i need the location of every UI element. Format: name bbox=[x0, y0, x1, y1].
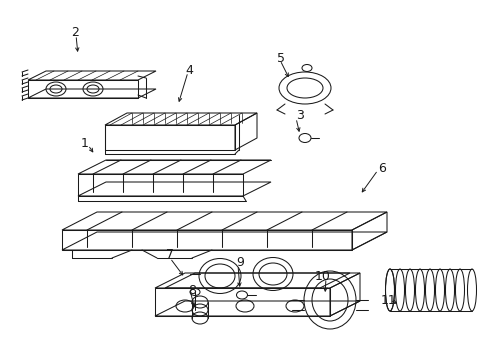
Text: 4: 4 bbox=[184, 63, 193, 77]
Text: 9: 9 bbox=[236, 256, 244, 269]
Text: 7: 7 bbox=[165, 248, 174, 261]
Text: 11: 11 bbox=[380, 293, 396, 306]
Text: 2: 2 bbox=[71, 26, 79, 39]
Text: 10: 10 bbox=[314, 270, 330, 283]
Text: 8: 8 bbox=[187, 284, 196, 297]
Text: 1: 1 bbox=[81, 136, 89, 149]
Text: 6: 6 bbox=[377, 162, 385, 175]
Text: 3: 3 bbox=[295, 108, 304, 122]
Text: 5: 5 bbox=[276, 51, 285, 64]
